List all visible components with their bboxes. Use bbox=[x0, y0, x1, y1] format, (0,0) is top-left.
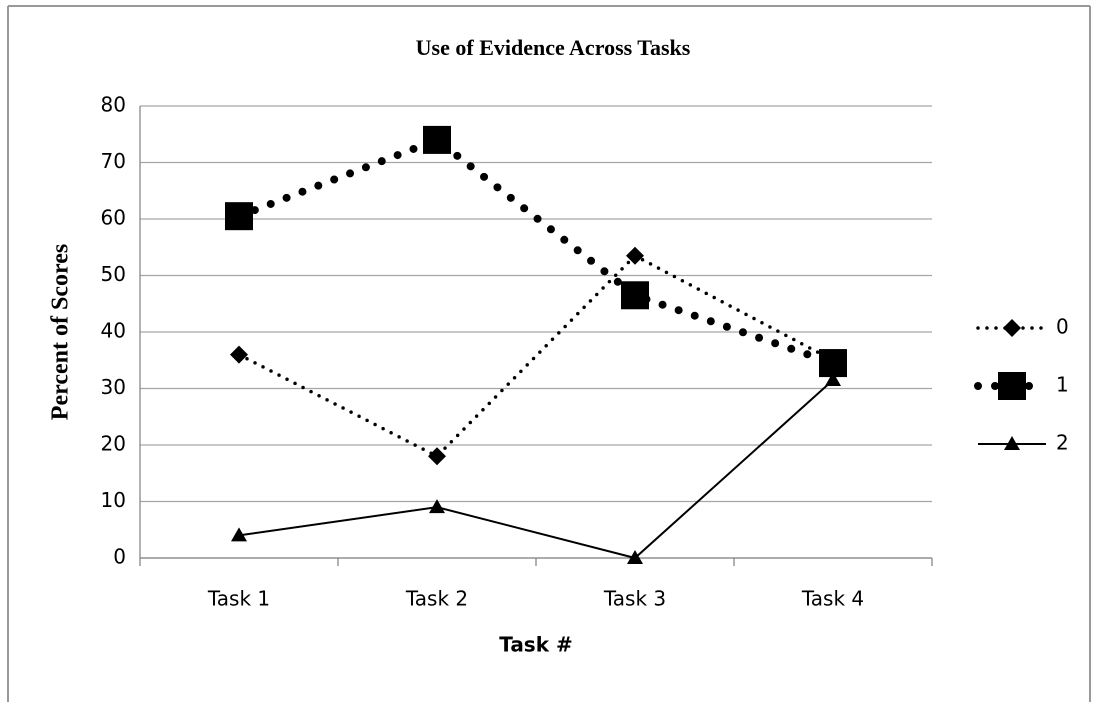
marker bbox=[225, 202, 253, 231]
marker bbox=[230, 345, 248, 364]
y-tick-label: 30 bbox=[101, 375, 126, 399]
legend-label: 0 bbox=[1056, 315, 1069, 339]
y-tick-label: 80 bbox=[101, 93, 126, 117]
y-tick-label: 0 bbox=[113, 545, 126, 569]
series-line bbox=[238, 379, 834, 560]
marker bbox=[825, 372, 841, 387]
x-tick-label: Task 3 bbox=[603, 587, 666, 611]
y-tick-label: 60 bbox=[101, 206, 126, 230]
y-tick-label: 40 bbox=[101, 319, 126, 343]
y-tick-label: 70 bbox=[101, 149, 126, 173]
legend-label: 2 bbox=[1056, 431, 1069, 455]
chart-title: Use of Evidence Across Tasks bbox=[416, 35, 691, 60]
marker bbox=[231, 527, 247, 542]
x-tick-label: Task 4 bbox=[801, 587, 864, 611]
marker bbox=[998, 372, 1026, 400]
marker bbox=[428, 447, 446, 466]
y-tick-label: 50 bbox=[101, 262, 126, 286]
x-axis-title: Task # bbox=[499, 633, 573, 657]
marker bbox=[423, 125, 451, 154]
x-tick-label: Task 1 bbox=[207, 587, 270, 611]
marker bbox=[1003, 319, 1021, 337]
y-tick-label: 20 bbox=[101, 432, 126, 456]
marker bbox=[621, 281, 649, 310]
y-tick-label: 10 bbox=[101, 488, 126, 512]
marker bbox=[627, 550, 643, 564]
marker bbox=[626, 246, 644, 265]
legend-label: 1 bbox=[1056, 373, 1069, 397]
series-line bbox=[235, 135, 837, 368]
y-axis-title: Percent of Scores bbox=[48, 244, 74, 420]
marker bbox=[1004, 436, 1020, 450]
marker bbox=[429, 499, 445, 514]
x-tick-label: Task 2 bbox=[405, 587, 468, 611]
